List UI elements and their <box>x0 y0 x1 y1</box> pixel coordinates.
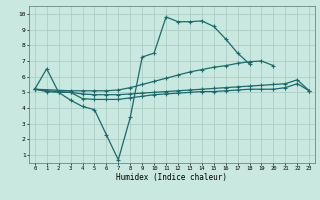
X-axis label: Humidex (Indice chaleur): Humidex (Indice chaleur) <box>116 173 228 182</box>
